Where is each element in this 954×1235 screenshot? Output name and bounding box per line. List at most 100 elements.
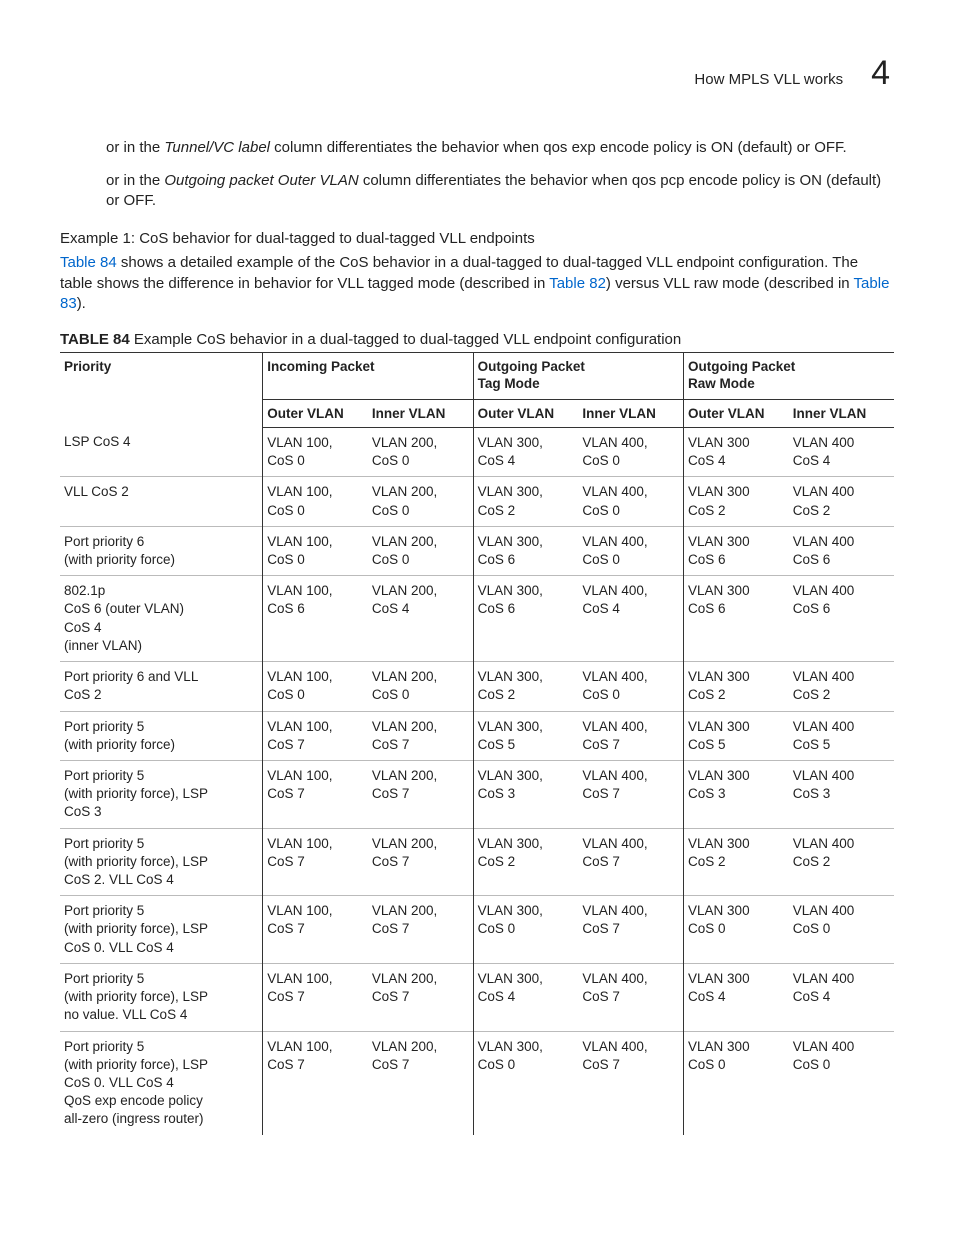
cell-incoming-inner: VLAN 200,CoS 0 [368, 526, 473, 575]
col-priority: Priority [60, 353, 263, 428]
cell-tag-outer: VLAN 300,CoS 4 [473, 427, 578, 476]
cell-raw-inner: VLAN 400CoS 0 [789, 896, 894, 964]
cell-tag-outer: VLAN 300,CoS 6 [473, 576, 578, 662]
cell-raw-inner: VLAN 400CoS 6 [789, 576, 894, 662]
cell-incoming-inner: VLAN 200,CoS 0 [368, 477, 473, 526]
header-chapter-number: 4 [871, 56, 890, 90]
cell-incoming-inner: VLAN 200,CoS 7 [368, 1031, 473, 1135]
cell-raw-outer: VLAN 300CoS 6 [684, 526, 789, 575]
cell-tag-outer: VLAN 300,CoS 0 [473, 896, 578, 964]
cell-priority: VLL CoS 2 [60, 477, 263, 526]
cell-incoming-outer: VLAN 100,CoS 0 [263, 526, 368, 575]
cell-incoming-inner: VLAN 200,CoS 0 [368, 427, 473, 476]
col-raw-inner: Inner VLAN [789, 399, 894, 427]
cell-raw-inner: VLAN 400CoS 2 [789, 662, 894, 711]
cell-incoming-inner: VLAN 200,CoS 7 [368, 896, 473, 964]
cell-priority: Port priority 5(with priority force), LS… [60, 828, 263, 896]
table-row: Port priority 5(with priority force)VLAN… [60, 711, 894, 760]
cell-raw-outer: VLAN 300CoS 3 [684, 760, 789, 828]
italic-term: Tunnel/VC label [164, 139, 270, 156]
cell-priority: Port priority 5(with priority force), LS… [60, 1031, 263, 1135]
col-incoming-outer: Outer VLAN [263, 399, 368, 427]
cell-tag-outer: VLAN 300,CoS 0 [473, 1031, 578, 1135]
example-title: Example 1: CoS behavior for dual-tagged … [60, 230, 894, 247]
cell-priority: Port priority 5(with priority force), LS… [60, 963, 263, 1031]
text: or in the [106, 139, 164, 156]
cell-incoming-outer: VLAN 100,CoS 0 [263, 427, 368, 476]
text: or in the [106, 172, 164, 189]
cell-tag-inner: VLAN 400,CoS 7 [578, 963, 683, 1031]
cell-incoming-outer: VLAN 100,CoS 0 [263, 662, 368, 711]
cell-incoming-inner: VLAN 200,CoS 7 [368, 711, 473, 760]
cell-incoming-outer: VLAN 100,CoS 7 [263, 1031, 368, 1135]
cell-tag-outer: VLAN 300,CoS 3 [473, 760, 578, 828]
col-group-outgoing-raw: Outgoing PacketRaw Mode [684, 353, 894, 400]
col-incoming-inner: Inner VLAN [368, 399, 473, 427]
paragraph-2: or in the Outgoing packet Outer VLAN col… [106, 171, 890, 212]
cell-incoming-inner: VLAN 200,CoS 7 [368, 828, 473, 896]
table-row: Port priority 5(with priority force), LS… [60, 760, 894, 828]
cell-incoming-inner: VLAN 200,CoS 4 [368, 576, 473, 662]
cell-priority: Port priority 5(with priority force), LS… [60, 896, 263, 964]
cell-raw-inner: VLAN 400CoS 6 [789, 526, 894, 575]
table-header-groups: Priority Incoming Packet Outgoing Packet… [60, 353, 894, 400]
cell-tag-inner: VLAN 400,CoS 0 [578, 662, 683, 711]
cell-raw-outer: VLAN 300CoS 4 [684, 427, 789, 476]
cell-raw-outer: VLAN 300CoS 0 [684, 1031, 789, 1135]
cell-incoming-outer: VLAN 100,CoS 7 [263, 963, 368, 1031]
table-row: VLL CoS 2VLAN 100,CoS 0VLAN 200,CoS 0VLA… [60, 477, 894, 526]
cell-priority: Port priority 5(with priority force) [60, 711, 263, 760]
italic-term: Outgoing packet Outer VLAN [164, 172, 358, 189]
cell-raw-inner: VLAN 400CoS 0 [789, 1031, 894, 1135]
cell-tag-outer: VLAN 300,CoS 4 [473, 963, 578, 1031]
table-row: 802.1pCoS 6 (outer VLAN)CoS 4(inner VLAN… [60, 576, 894, 662]
cell-incoming-outer: VLAN 100,CoS 7 [263, 828, 368, 896]
cell-tag-inner: VLAN 400,CoS 7 [578, 828, 683, 896]
cell-priority: Port priority 5(with priority force), LS… [60, 760, 263, 828]
cell-raw-inner: VLAN 400CoS 2 [789, 477, 894, 526]
cell-tag-inner: VLAN 400,CoS 0 [578, 427, 683, 476]
paragraph-3: Table 84 shows a detailed example of the… [60, 253, 894, 315]
cell-incoming-outer: VLAN 100,CoS 0 [263, 477, 368, 526]
cell-priority: 802.1pCoS 6 (outer VLAN)CoS 4(inner VLAN… [60, 576, 263, 662]
table-row: Port priority 5(with priority force), LS… [60, 1031, 894, 1135]
cell-tag-outer: VLAN 300,CoS 5 [473, 711, 578, 760]
cell-tag-inner: VLAN 400,CoS 4 [578, 576, 683, 662]
cell-incoming-inner: VLAN 200,CoS 7 [368, 760, 473, 828]
cell-incoming-outer: VLAN 100,CoS 7 [263, 760, 368, 828]
col-group-incoming: Incoming Packet [263, 353, 473, 400]
text: ). [77, 295, 86, 312]
cell-tag-outer: VLAN 300,CoS 2 [473, 828, 578, 896]
table-row: LSP CoS 4VLAN 100,CoS 0VLAN 200,CoS 0VLA… [60, 427, 894, 476]
link-table-82[interactable]: Table 82 [549, 275, 606, 292]
cell-incoming-outer: VLAN 100,CoS 7 [263, 711, 368, 760]
col-tag-outer: Outer VLAN [473, 399, 578, 427]
cell-tag-outer: VLAN 300,CoS 2 [473, 477, 578, 526]
cell-raw-inner: VLAN 400CoS 4 [789, 427, 894, 476]
table-label: TABLE 84 [60, 331, 130, 348]
cell-raw-inner: VLAN 400CoS 4 [789, 963, 894, 1031]
link-table-84[interactable]: Table 84 [60, 254, 117, 271]
col-group-outgoing-tag: Outgoing PacketTag Mode [473, 353, 683, 400]
cell-incoming-outer: VLAN 100,CoS 6 [263, 576, 368, 662]
cell-tag-inner: VLAN 400,CoS 7 [578, 1031, 683, 1135]
cos-table: Priority Incoming Packet Outgoing Packet… [60, 352, 894, 1135]
table-row: Port priority 6 and VLLCoS 2VLAN 100,CoS… [60, 662, 894, 711]
cell-tag-outer: VLAN 300,CoS 6 [473, 526, 578, 575]
table-row: Port priority 5(with priority force), LS… [60, 896, 894, 964]
cell-tag-inner: VLAN 400,CoS 0 [578, 526, 683, 575]
cell-tag-inner: VLAN 400,CoS 7 [578, 896, 683, 964]
col-raw-outer: Outer VLAN [684, 399, 789, 427]
table-row: Port priority 6(with priority force)VLAN… [60, 526, 894, 575]
table-caption-text: Example CoS behavior in a dual-tagged to… [130, 331, 682, 348]
cell-priority: Port priority 6(with priority force) [60, 526, 263, 575]
cell-raw-outer: VLAN 300CoS 5 [684, 711, 789, 760]
intro-paragraphs: or in the Tunnel/VC label column differe… [106, 138, 890, 212]
cell-raw-outer: VLAN 300CoS 2 [684, 662, 789, 711]
cell-raw-outer: VLAN 300CoS 4 [684, 963, 789, 1031]
cell-tag-inner: VLAN 400,CoS 7 [578, 760, 683, 828]
cell-raw-outer: VLAN 300CoS 2 [684, 477, 789, 526]
cell-incoming-outer: VLAN 100,CoS 7 [263, 896, 368, 964]
text: ) versus VLL raw mode (described in [606, 275, 854, 292]
cell-priority: LSP CoS 4 [60, 427, 263, 476]
